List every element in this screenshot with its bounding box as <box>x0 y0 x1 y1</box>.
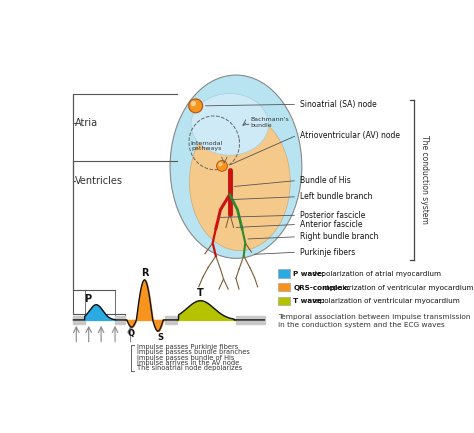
Text: T wave:: T wave: <box>293 298 325 304</box>
Text: Anterior fascicle: Anterior fascicle <box>300 220 362 229</box>
Circle shape <box>217 161 228 171</box>
Text: Right bundle branch: Right bundle branch <box>300 232 378 241</box>
Ellipse shape <box>170 75 302 259</box>
Text: Posterior fascicle: Posterior fascicle <box>300 211 365 220</box>
Text: repolarization of ventricular myocardium: repolarization of ventricular myocardium <box>310 298 460 304</box>
Text: depolarization of ventricular myocardium: depolarization of ventricular myocardium <box>322 284 473 291</box>
Text: The sinoatrial node depolarizes: The sinoatrial node depolarizes <box>137 365 242 372</box>
Ellipse shape <box>190 113 290 251</box>
Text: T: T <box>197 288 204 298</box>
Text: Internodal
pathways: Internodal pathways <box>191 141 223 151</box>
Circle shape <box>219 162 222 166</box>
Text: Sinoatrial (SA) node: Sinoatrial (SA) node <box>300 100 376 109</box>
Circle shape <box>189 99 202 113</box>
Text: P: P <box>84 294 91 304</box>
FancyBboxPatch shape <box>278 283 290 291</box>
Text: S: S <box>157 333 163 342</box>
Text: QRS-complex:: QRS-complex: <box>293 284 350 291</box>
Text: Q: Q <box>128 329 134 338</box>
Text: Temporal association between impulse transmission
in the conduction system and t: Temporal association between impulse tra… <box>278 314 470 328</box>
Text: Atrioventricular (AV) node: Atrioventricular (AV) node <box>300 131 400 139</box>
Ellipse shape <box>191 94 268 155</box>
FancyBboxPatch shape <box>278 269 290 278</box>
Text: Impulse passess bundle branches: Impulse passess bundle branches <box>137 349 250 355</box>
Circle shape <box>191 101 196 106</box>
Text: Impulse arrives in the AV node: Impulse arrives in the AV node <box>137 360 239 366</box>
Text: The conduction system: The conduction system <box>420 136 429 224</box>
Text: Impulse passes bundle of His: Impulse passes bundle of His <box>137 355 234 361</box>
Text: R: R <box>141 268 148 278</box>
FancyBboxPatch shape <box>278 297 290 305</box>
Text: Ventricles: Ventricles <box>75 176 123 186</box>
Text: Impulse passes Purkinje fibers: Impulse passes Purkinje fibers <box>137 344 238 350</box>
Text: Purkinje fibers: Purkinje fibers <box>300 248 355 257</box>
Text: Bundle of His: Bundle of His <box>300 176 350 185</box>
Text: P wave:: P wave: <box>293 271 325 277</box>
Text: depolarization of atrial myocardium: depolarization of atrial myocardium <box>310 271 441 277</box>
Text: Atria: Atria <box>75 118 98 128</box>
Text: Bachmann's
bundle: Bachmann's bundle <box>250 117 289 128</box>
Text: Left bundle branch: Left bundle branch <box>300 192 372 201</box>
